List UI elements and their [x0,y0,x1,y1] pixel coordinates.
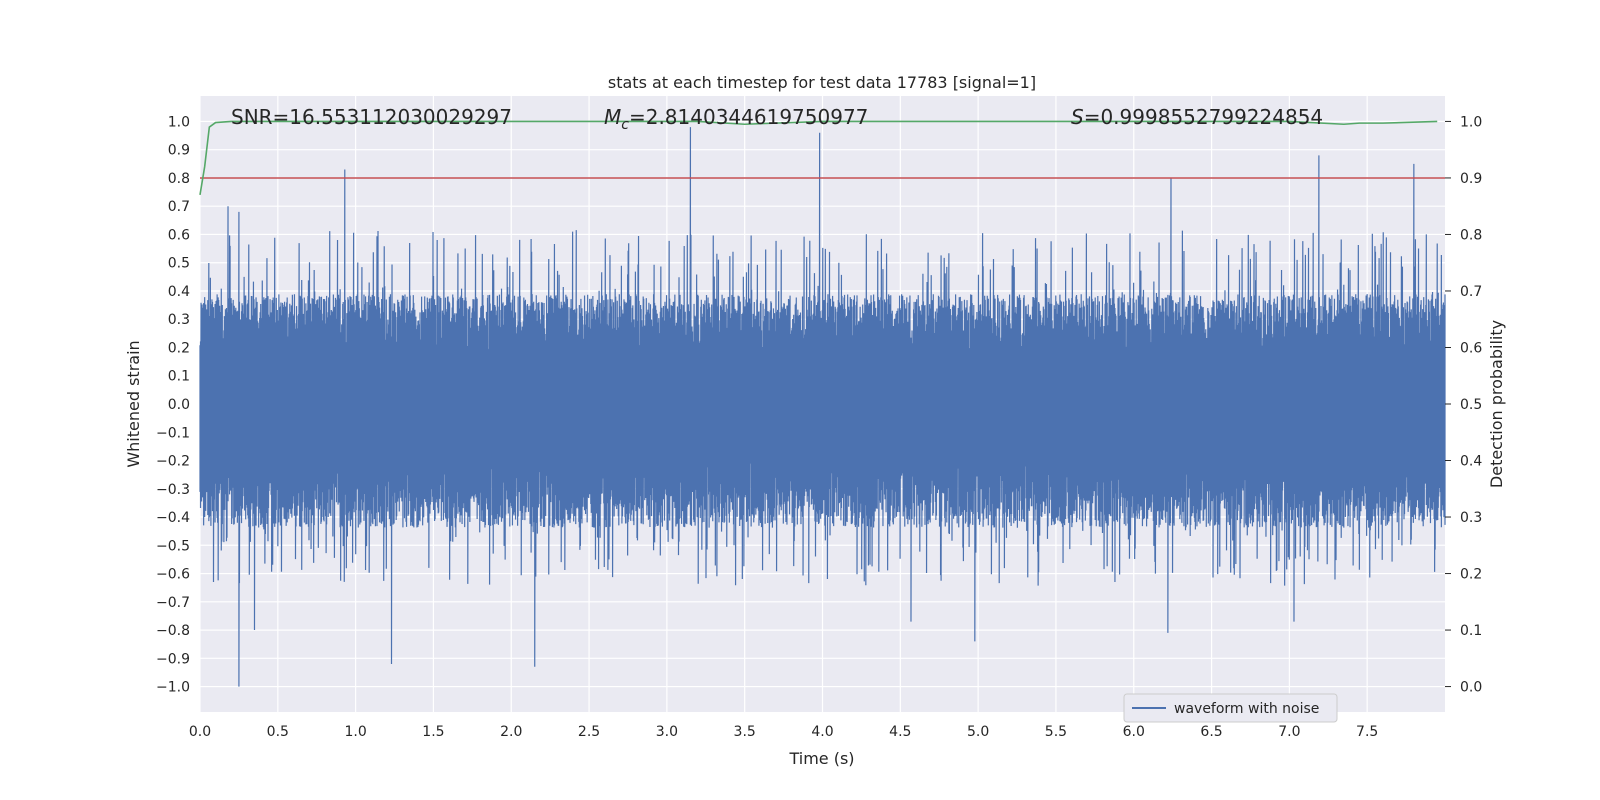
y-tick-label: 0.1 [168,369,190,385]
s-symbol: S [1071,105,1084,129]
x-axis-ticks: 0.0 0.5 1.0 1.5 2.0 2.5 3.0 3.5 4.0 4.5 5.0 5.5 6.0 6… [189,724,1378,740]
mc-value: =2.8140344619750977 [629,105,868,129]
y-tick-label: −0.4 [156,510,190,526]
x-tick-label: 4.5 [889,724,911,740]
x-tick-label: 1.0 [344,724,366,740]
y-tick-label: −0.2 [156,454,190,470]
y2-tick-label: 0.1 [1460,623,1482,639]
chirp-mass-annotation: Mc=2.8140344619750977 [604,105,868,133]
y2-tick-label: 0.5 [1460,397,1482,413]
legend-box [1123,693,1338,723]
x-tick-label: 0.5 [267,724,289,740]
mc-symbol: M [604,105,621,129]
y-tick-label: −0.8 [156,623,190,639]
y-tick-label: 0.4 [168,284,190,300]
y2-tick-label: 0.0 [1460,680,1482,696]
x-tick-label: 3.0 [656,724,678,740]
x-tick-label: 7.0 [1278,724,1300,740]
y2-tick-label: 0.9 [1460,171,1482,187]
y-tick-label: −0.1 [156,425,190,441]
y2-tick-label: 0.6 [1460,340,1482,356]
y-tick-label: −0.9 [156,651,190,667]
y2-tick-label: 0.8 [1460,227,1482,243]
x-tick-label: 2.0 [500,724,522,740]
y-tick-label: 0.3 [168,312,190,328]
y-axis-ticks: 1.0 0.9 0.8 0.7 0.6 0.5 0.4 0.3 0.2 0.1 0.0 −0.1 −0.… [156,114,190,695]
x-tick-label: 3.5 [734,724,756,740]
y-tick-label: −1.0 [156,680,190,696]
y-axis-label: Whitened strain [124,340,143,467]
y-tick-label: 0.0 [168,397,190,413]
y2-tick-label: 0.2 [1460,567,1482,583]
y-tick-label: 0.8 [168,171,190,187]
mc-subscript: c [621,117,629,133]
y-tick-label: −0.3 [156,482,190,498]
y-tick-label: 0.7 [168,199,190,215]
waveform-line [199,127,1446,687]
x-tick-label: 7.5 [1356,724,1378,740]
x-tick-label: 1.5 [422,724,444,740]
y2-axis-ticks: 1.0 0.9 0.8 0.7 0.6 0.5 0.4 0.3 0.2 0.1 0.0 [1445,114,1482,696]
chart-title: stats at each timestep for test data 177… [608,73,1036,92]
x-tick-label: 2.5 [578,724,600,740]
y2-axis-label: Detection probability [1487,320,1506,488]
y2-tick-label: 0.4 [1460,454,1482,470]
y-tick-label: 1.0 [168,114,190,130]
legend: waveform with noise [1123,693,1338,723]
x-tick-label: 0.0 [189,724,211,740]
y-tick-label: 0.5 [168,256,190,272]
s-value: =0.9998552799224854 [1084,105,1323,129]
x-axis-label: Time (s) [788,749,854,768]
y-tick-label: 0.6 [168,227,190,243]
x-tick-label: 4.0 [811,724,833,740]
y-tick-label: −0.7 [156,595,190,611]
y-tick-label: −0.6 [156,567,190,583]
legend-label-waveform: waveform with noise [1174,701,1319,717]
score-annotation: S=0.9998552799224854 [1071,105,1323,129]
waveform-series [199,127,1446,687]
x-tick-label: 5.5 [1045,724,1067,740]
y2-tick-label: 0.7 [1460,284,1482,300]
snr-annotation: SNR=16.553112030029297 [231,105,512,129]
probability-line [199,120,1438,196]
x-tick-label: 6.5 [1200,724,1222,740]
y-tick-label: 0.2 [168,340,190,356]
x-tick-label: 5.0 [967,724,989,740]
y2-tick-label: 0.3 [1460,510,1482,526]
probability-series [199,120,1445,196]
y-tick-label: 0.9 [168,143,190,159]
y-tick-label: −0.5 [156,538,190,554]
y2-tick-label: 1.0 [1460,114,1482,130]
x-tick-label: 6.0 [1123,724,1145,740]
